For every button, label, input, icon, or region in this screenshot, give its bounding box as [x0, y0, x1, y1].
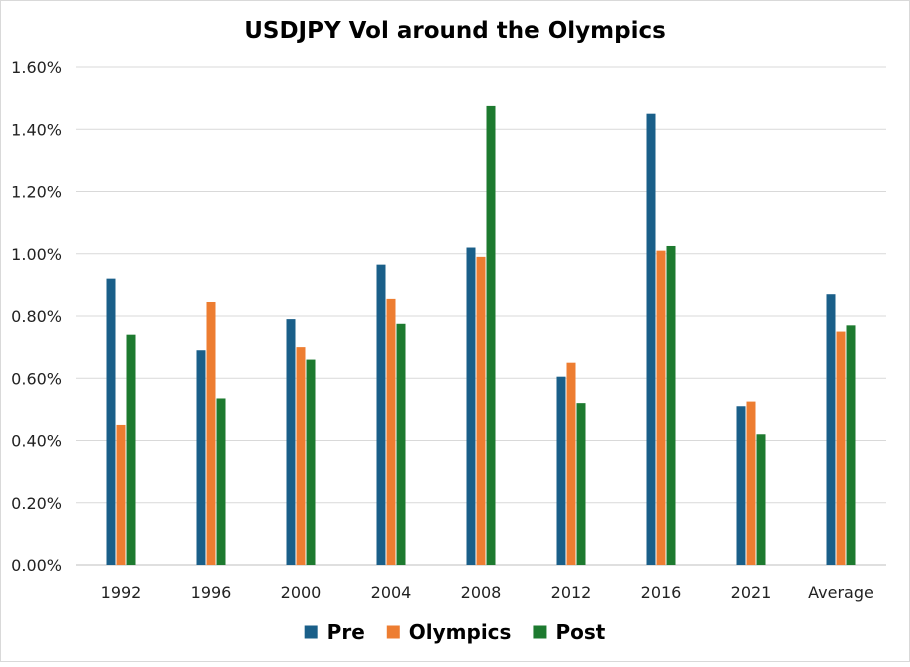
bar-olympics-2004: [386, 298, 396, 565]
x-tick-label: 2008: [461, 583, 502, 602]
x-tick-label: 2000: [281, 583, 322, 602]
bar-olympics-2008: [476, 256, 486, 565]
bar-post-average: [846, 325, 856, 565]
y-tick-label: 1.00%: [11, 245, 62, 264]
bar-post-2012: [576, 403, 586, 565]
bar-pre-2021: [736, 406, 746, 565]
x-tick-label: 2004: [371, 583, 412, 602]
bar-post-2008: [486, 105, 496, 565]
bar-olympics-2021: [746, 401, 756, 565]
y-tick-label: 1.20%: [11, 183, 62, 202]
y-tick-label: 0.40%: [11, 432, 62, 451]
bar-olympics-1992: [116, 424, 126, 565]
bar-pre-2000: [286, 319, 296, 565]
bar-post-2021: [756, 434, 766, 565]
x-tick-label: 2021: [731, 583, 772, 602]
legend-label-olympics: Olympics: [409, 620, 512, 644]
bar-pre-average: [826, 294, 836, 565]
legend-label-pre: Pre: [327, 620, 365, 644]
bar-olympics-2012: [566, 362, 576, 565]
bar-olympics-average: [836, 331, 846, 565]
bar-pre-1996: [196, 350, 206, 565]
legend: Pre Olympics Post: [304, 620, 606, 644]
bar-pre-2008: [466, 247, 476, 565]
bar-post-2000: [306, 359, 316, 565]
bar-post-2004: [396, 323, 406, 565]
bar-pre-2016: [646, 113, 656, 565]
bar-olympics-1996: [206, 301, 216, 565]
y-tick-label: 0.60%: [11, 369, 62, 388]
bar-olympics-2000: [296, 347, 306, 565]
bar-pre-1992: [106, 278, 116, 565]
x-tick-label: 1996: [191, 583, 232, 602]
x-tick-label: 1992: [101, 583, 142, 602]
y-tick-label: 1.60%: [11, 58, 62, 77]
bars: [106, 105, 856, 565]
legend-swatch-olympics: [386, 625, 400, 639]
bar-pre-2004: [376, 264, 386, 565]
x-tick-label: 2016: [641, 583, 682, 602]
legend-swatch-pre: [304, 625, 318, 639]
x-tick-label: 2012: [551, 583, 592, 602]
bar-post-1992: [126, 334, 136, 565]
chart-title: USDJPY Vol around the Olympics: [244, 18, 666, 44]
bar-post-2016: [666, 245, 676, 565]
y-axis: 0.00% 0.20% 0.40% 0.60% 0.80% 1.00% 1.20% 1.40%…: [11, 58, 62, 575]
y-tick-label: 0.20%: [11, 494, 62, 513]
bar-post-1996: [216, 398, 226, 565]
y-tick-label: 0.00%: [11, 556, 62, 575]
x-axis: 1992 1996 2000 2004 2008 2012 2016 2021 Average: [101, 583, 874, 602]
bar-olympics-2016: [656, 250, 666, 565]
legend-swatch-post: [533, 625, 547, 639]
x-tick-label: Average: [808, 583, 874, 602]
y-tick-label: 0.80%: [11, 307, 62, 326]
legend-label-post: Post: [555, 620, 605, 644]
y-tick-label: 1.40%: [11, 120, 62, 139]
bar-pre-2012: [556, 376, 566, 565]
